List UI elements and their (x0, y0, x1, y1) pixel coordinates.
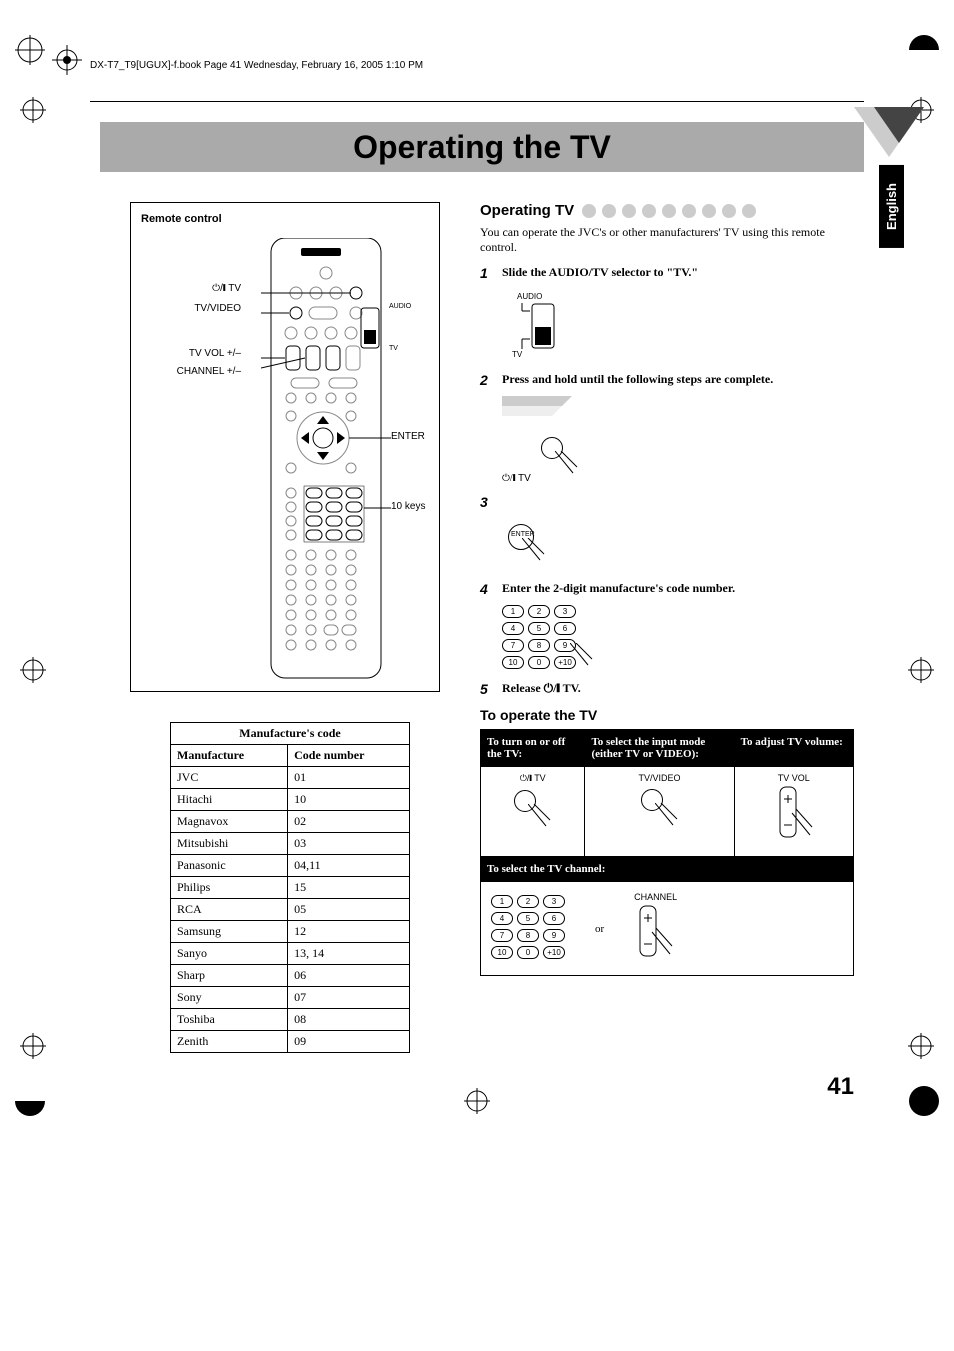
step-3: 3 (480, 494, 854, 510)
label-power-tv: TV (228, 283, 241, 294)
label-enter: ENTER (391, 431, 425, 442)
enter-label: ENTER (511, 531, 535, 538)
label-channel: CHANNEL +/– (141, 366, 241, 377)
selector-tv-label: TV (512, 350, 523, 359)
op-cell-channel: 123 456 789 100+10 or CHANNEL (481, 882, 854, 976)
cropmark-l3 (18, 1031, 48, 1061)
label-tvvol: TV VOL +/– (141, 348, 241, 359)
cropmark-r2 (906, 655, 936, 685)
step-4: 4 Enter the 2-digit manufacture's code n… (480, 581, 854, 597)
or-text: or (595, 923, 604, 935)
table-row: Samsung12 (171, 921, 410, 943)
step5-pre: Release (502, 681, 544, 695)
page-title: Operating the TV (353, 129, 611, 166)
code-col-manufacture: Manufacture (171, 745, 288, 767)
keypad-icon: 123 456 789 100+10 (502, 605, 576, 673)
page-number: 41 (30, 1073, 854, 1101)
step-4-text: Enter the 2-digit manufacture's code num… (502, 581, 854, 597)
step-number: 4 (480, 581, 494, 597)
cropmark-target (52, 45, 82, 75)
op-h4: To select the TV channel: (481, 857, 854, 882)
power-icon: ⏻/❙ (544, 681, 560, 695)
step-2-text: Press and hold until the following steps… (502, 372, 854, 388)
label-tvvideo: TV/VIDEO (141, 303, 241, 314)
header-rule (90, 101, 864, 102)
channel-rocker-icon (634, 902, 674, 962)
step-1-text: Slide the AUDIO/TV selector to "TV." (502, 265, 854, 281)
keypad-icon: 123 456 789 100+10 (491, 895, 565, 963)
table-row: Panasonic04,11 (171, 855, 410, 877)
intro-text: You can operate the JVC's or other manuf… (480, 225, 854, 255)
power-icon: ⏻/❙ (502, 473, 518, 484)
cropmark-tl (10, 30, 50, 70)
step-number: 2 (480, 372, 494, 388)
table-row: RCA05 (171, 899, 410, 921)
label-audio-sel: AUDIO (389, 303, 411, 310)
step-3-graphic: ENTER (502, 518, 854, 573)
operate-heading: To operate the TV (480, 707, 854, 723)
table-row: JVC01 (171, 767, 410, 789)
operate-tv-table: To turn on or off the TV: To select the … (480, 729, 854, 976)
op-cell-power: ⏻/❙ TV (481, 767, 585, 857)
cropmark-bc (462, 1086, 492, 1116)
step-number: 1 (480, 265, 494, 281)
enter-button-icon: ENTER (502, 518, 552, 568)
press-button-icon (535, 431, 585, 481)
cropmark-tr (904, 30, 944, 70)
op-cell-input: TV/VIDEO (585, 767, 734, 857)
step-2: 2 Press and hold until the following ste… (480, 372, 854, 388)
step-1: 1 Slide the AUDIO/TV selector to "TV." (480, 265, 854, 281)
step-number: 3 (480, 494, 494, 510)
table-row: Sanyo13, 14 (171, 943, 410, 965)
step-5: 5 Release ⏻/❙ TV. (480, 681, 854, 697)
label-10keys: 10 keys (391, 501, 425, 512)
manufacture-code-table: Manufacture's code Manufacture Code numb… (170, 722, 410, 1053)
section-operating-tv: Operating TV (480, 202, 854, 219)
table-row: Hitachi10 (171, 789, 410, 811)
language-tab: English (879, 165, 904, 248)
header-filename: DX-T7_T9[UGUX]-f.book Page 41 Wednesday,… (90, 60, 924, 71)
remote-outline (261, 238, 391, 693)
code-col-number: Code number (288, 745, 410, 767)
op-cell-vol: TV VOL (734, 767, 853, 857)
cropmark-bl (10, 1081, 50, 1121)
table-row: Mitsubishi03 (171, 833, 410, 855)
cropmark-r3 (906, 1031, 936, 1061)
channel-rocker: CHANNEL (634, 892, 677, 965)
step-2-graphic: ⏻/❙ TV (502, 396, 854, 486)
press-button-icon (508, 784, 558, 834)
title-bar: Operating the TV (100, 122, 864, 172)
table-row: Toshiba08 (171, 1009, 410, 1031)
op-h1: To turn on or off the TV: (481, 730, 585, 767)
step-1-graphic: AUDIO TV // filled by binder below using… (502, 289, 854, 364)
section-dots-icon (582, 204, 756, 218)
step-number: 5 (480, 681, 494, 697)
step-4-graphic: 123 456 789 100+10 (502, 605, 854, 673)
table-row: Magnavox02 (171, 811, 410, 833)
press-button-icon (635, 783, 685, 833)
section-title-text: Operating TV (480, 202, 574, 219)
op-h3: To adjust TV volume: (734, 730, 853, 767)
table-row: Zenith09 (171, 1031, 410, 1053)
table-row: Philips15 (171, 877, 410, 899)
selector-audio-label: AUDIO (517, 292, 542, 301)
code-table-title: Manufacture's code (171, 723, 410, 745)
power-icon: ⏻/❙ (212, 283, 228, 294)
step5-post: TV. (563, 681, 581, 695)
remote-box-title: Remote control (141, 213, 429, 225)
table-row: Sharp06 (171, 965, 410, 987)
remote-diagram-box: Remote control (130, 202, 440, 692)
op-h2: To select the input mode (either TV or V… (585, 730, 734, 767)
table-row: Sony07 (171, 987, 410, 1009)
cropmark-l1 (18, 95, 48, 125)
volume-rocker-icon (774, 783, 814, 843)
label-tv-sel: TV (389, 345, 398, 352)
cropmark-l2 (18, 655, 48, 685)
cropmark-br (904, 1081, 944, 1121)
step2-tv-label: TV (518, 473, 531, 484)
